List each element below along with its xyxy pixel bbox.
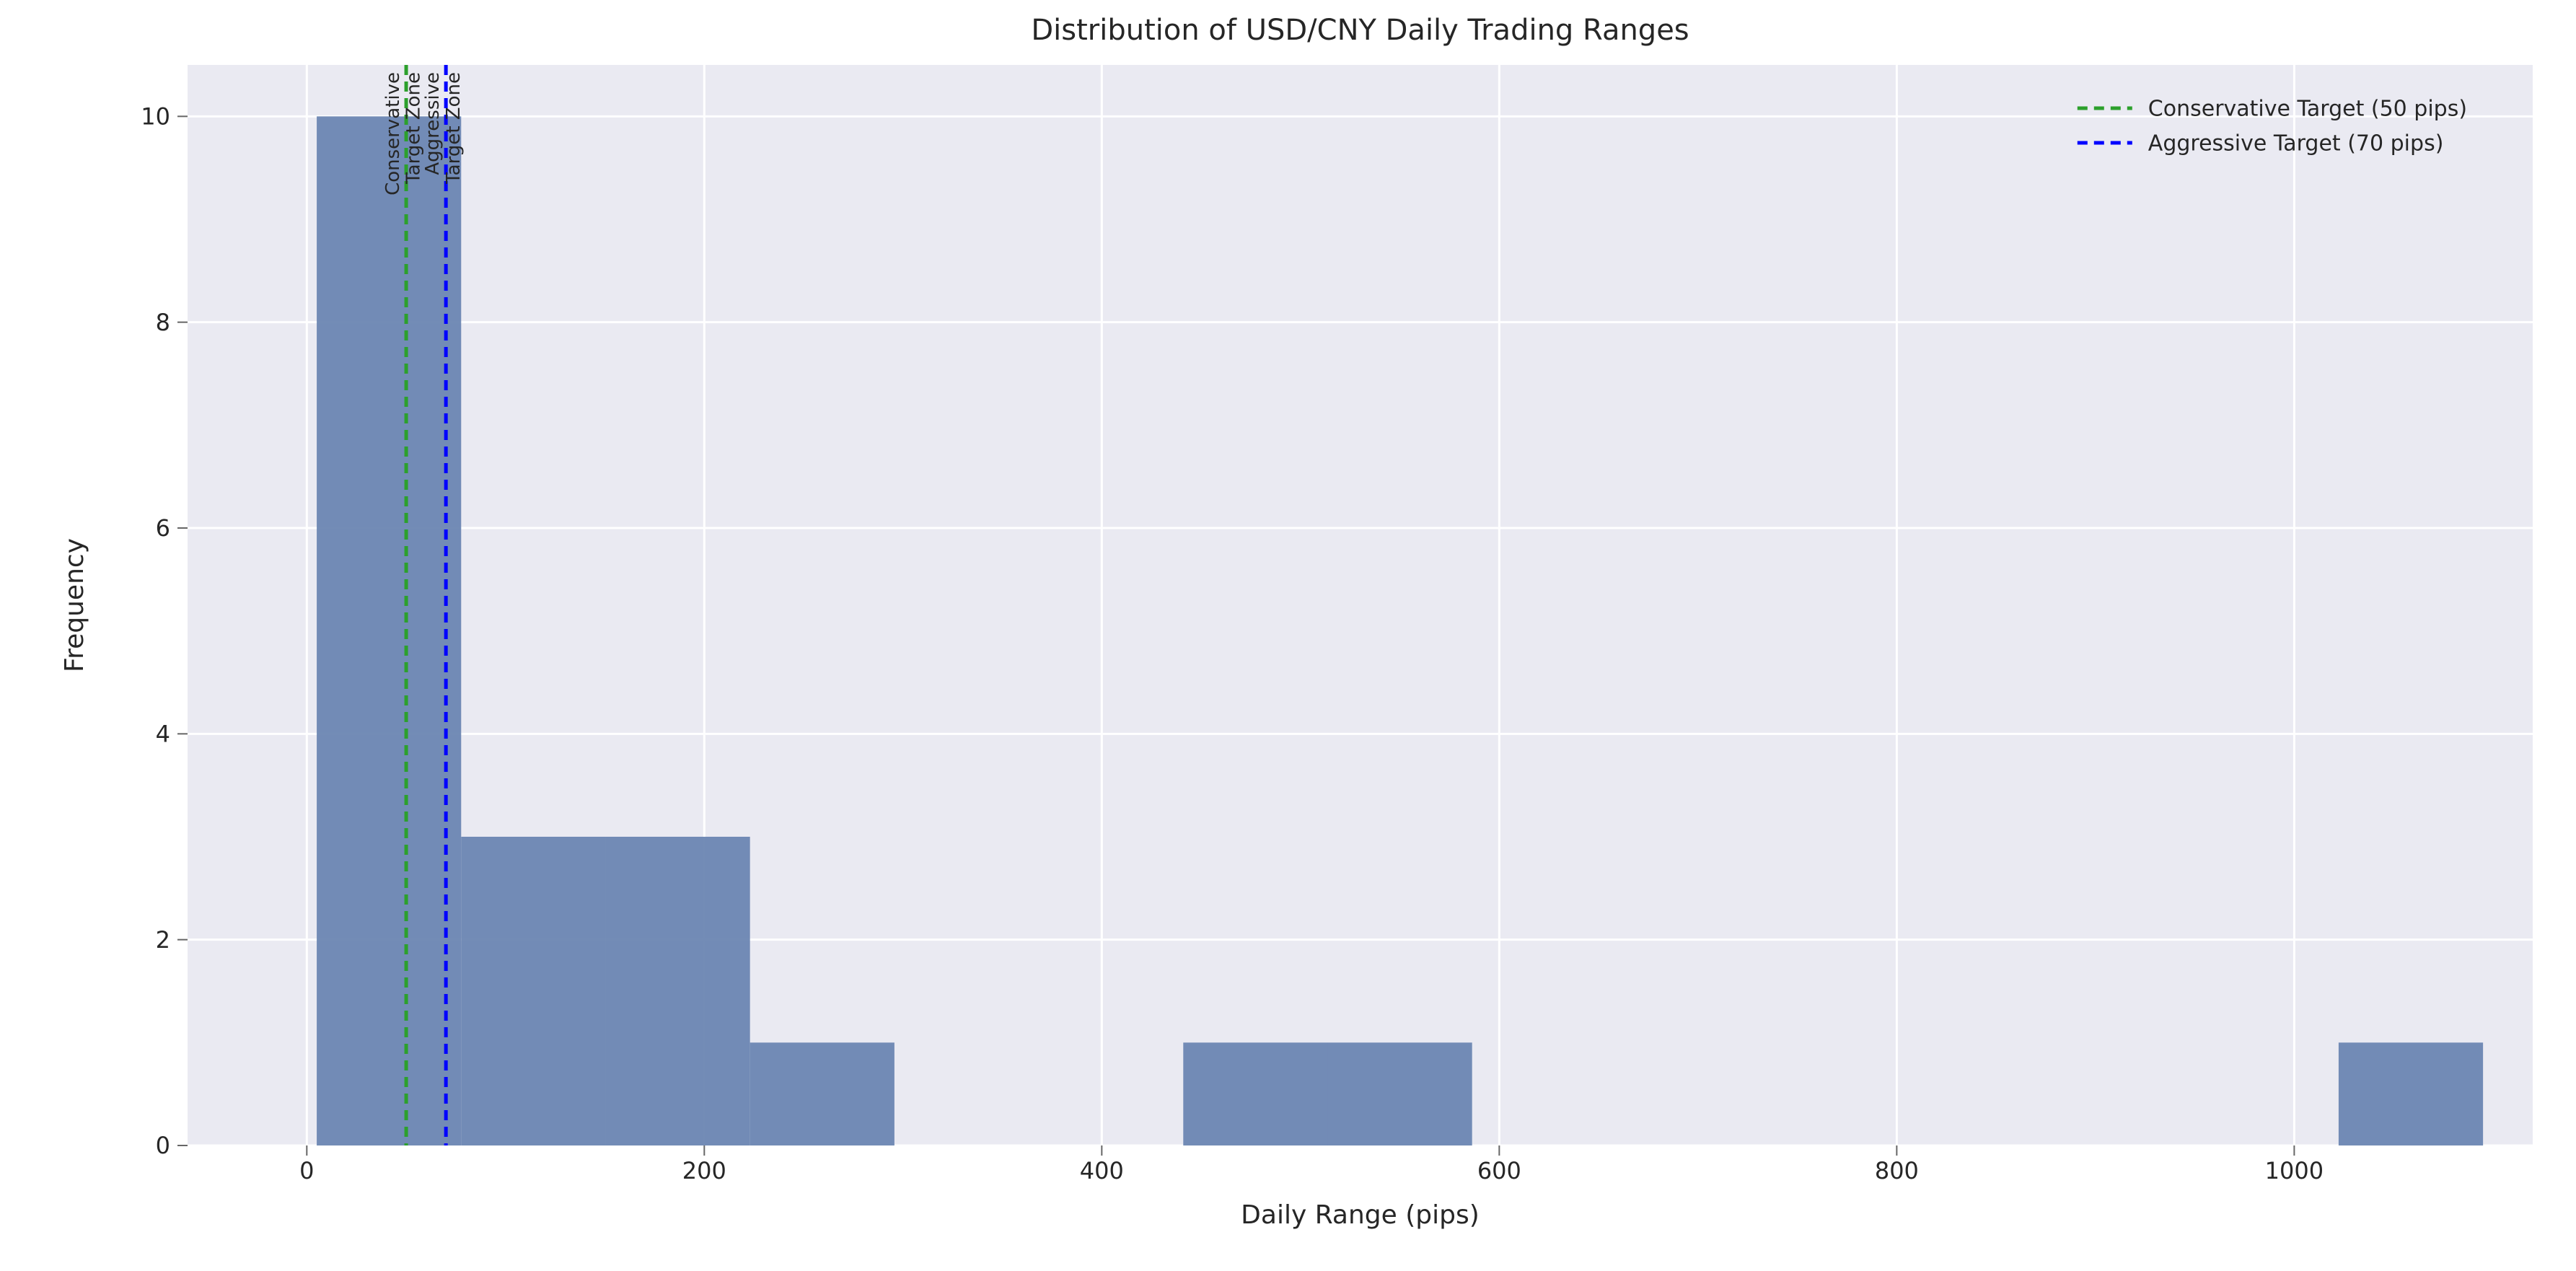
svg-text:ConservativeTarget Zone: ConservativeTarget Zone (382, 72, 425, 195)
legend-label: Conservative Target (50 pips) (2148, 97, 2467, 122)
histogram-chart: ConservativeTarget ZoneAggressiveTarget … (0, 0, 2576, 1268)
y-axis-label: Frequency (60, 538, 89, 672)
y-tick-label: 10 (141, 103, 170, 131)
histogram-bar (750, 1042, 894, 1145)
y-tick-label: 0 (156, 1132, 170, 1159)
target-annotation: AggressiveTarget Zone (422, 72, 465, 185)
y-tick-label: 2 (156, 926, 170, 954)
histogram-bar (2339, 1042, 2483, 1145)
chart-title: Distribution of USD/CNY Daily Trading Ra… (1031, 14, 1689, 47)
x-tick-label: 1000 (2265, 1157, 2324, 1184)
histogram-bar (317, 116, 461, 1145)
y-tick-label: 6 (156, 514, 170, 542)
legend-label: Aggressive Target (70 pips) (2148, 131, 2444, 157)
y-tick-label: 4 (156, 721, 170, 748)
svg-text:AggressiveTarget Zone: AggressiveTarget Zone (422, 72, 465, 185)
x-tick-label: 200 (682, 1157, 726, 1184)
target-annotation: ConservativeTarget Zone (382, 72, 425, 195)
x-tick-label: 800 (1875, 1157, 1919, 1184)
histogram-bar (605, 837, 749, 1145)
histogram-bar (1327, 1042, 1472, 1145)
x-tick-label: 0 (299, 1157, 314, 1184)
histogram-bar (461, 837, 605, 1145)
x-tick-label: 400 (1080, 1157, 1124, 1184)
y-tick-label: 8 (156, 309, 170, 336)
histogram-bar (1183, 1042, 1327, 1145)
x-tick-label: 600 (1477, 1157, 1521, 1184)
chart-container: ConservativeTarget ZoneAggressiveTarget … (0, 0, 2576, 1271)
x-axis-label: Daily Range (pips) (1241, 1200, 1480, 1230)
